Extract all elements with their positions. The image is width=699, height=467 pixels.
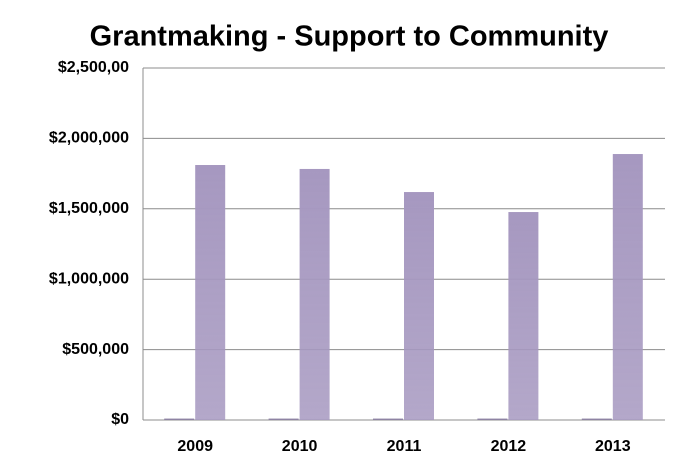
y-tick-label: $1,500,000 — [49, 200, 129, 217]
bar — [477, 418, 508, 420]
bar — [299, 168, 330, 420]
x-tick-label: 2013 — [595, 438, 631, 455]
y-tick-label: $0 — [111, 411, 129, 428]
bar — [373, 418, 403, 420]
bar — [404, 192, 434, 420]
x-tick-label: 2009 — [177, 438, 213, 455]
bar — [268, 418, 299, 420]
bar — [581, 418, 612, 420]
y-tick-label: $1,000,000 — [49, 270, 129, 287]
bar — [508, 212, 539, 420]
x-tick-label: 2010 — [282, 438, 318, 455]
bar — [612, 154, 643, 420]
y-tick-label: $500,000 — [62, 341, 129, 358]
x-tick-label: 2012 — [491, 438, 527, 455]
bar — [164, 418, 195, 420]
chart-title: Grantmaking - Support to Community — [90, 21, 609, 53]
x-tick-label: 2011 — [387, 438, 422, 455]
y-tick-label: $2,000,000 — [49, 130, 129, 147]
y-tick-label: $2,500,00 — [58, 59, 129, 76]
bar — [195, 165, 226, 420]
